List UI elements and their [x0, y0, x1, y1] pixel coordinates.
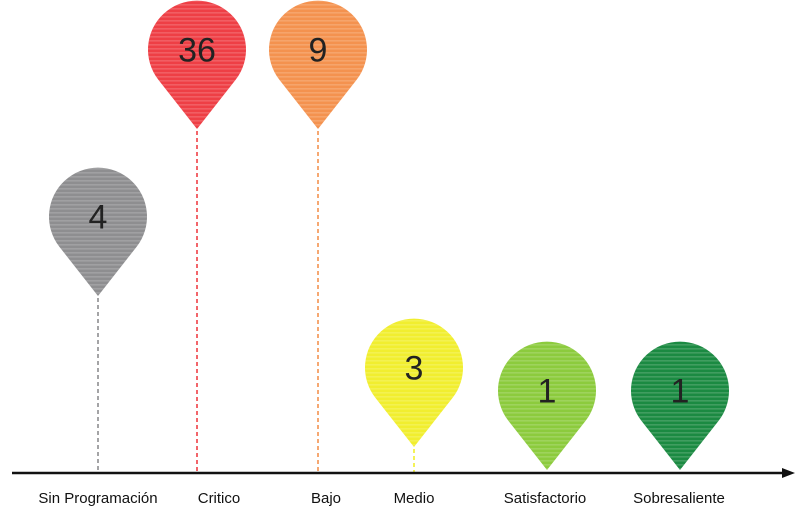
pin-texture [148, 0, 246, 129]
pin-texture [365, 318, 463, 447]
category-label: Sin Programación [38, 490, 157, 507]
pin-value-label: 9 [309, 32, 328, 70]
pin-texture [631, 341, 729, 470]
category-label: Critico [198, 490, 241, 507]
pin-texture [498, 341, 597, 470]
pin-value-label: 3 [405, 350, 424, 388]
category-label: Bajo [311, 490, 341, 507]
pin-texture [269, 0, 367, 130]
pin-value-label: 4 [89, 199, 108, 237]
pin-marker: 36 [148, 0, 246, 473]
category-labels: Sin Programación Critico Bajo Medio Satisfac… [38, 490, 724, 507]
pin-marker: 3 [365, 318, 463, 473]
pins-layer: 4 36 9 3 1 1 [49, 0, 729, 473]
pin-marker: 4 [49, 167, 147, 473]
pin-value-label: 36 [178, 32, 216, 70]
category-label: Satisfactorio [504, 490, 587, 507]
category-label: Medio [394, 490, 435, 507]
pin-value-label: 1 [538, 373, 557, 411]
pin-texture [49, 167, 147, 296]
x-axis-arrow [782, 468, 795, 478]
pin-marker: 1 [498, 341, 597, 470]
pin-value-label: 1 [671, 373, 690, 411]
pin-marker: 1 [631, 341, 729, 470]
pin-marker: 9 [269, 0, 367, 473]
category-label: Sobresaliente [633, 490, 725, 507]
